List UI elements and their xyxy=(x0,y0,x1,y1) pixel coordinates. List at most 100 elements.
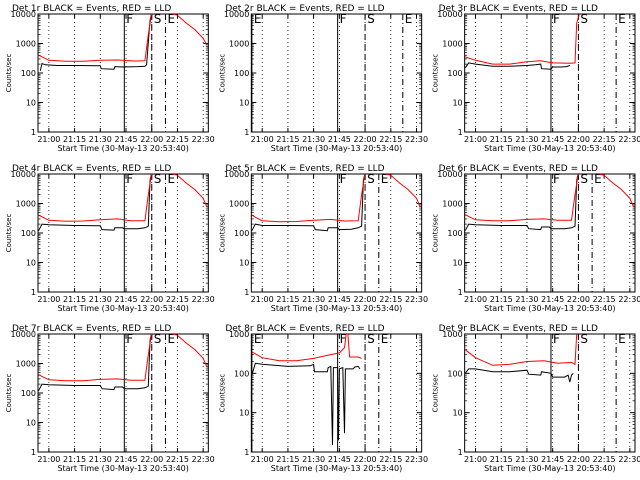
chart-3-ytick-label-4: 10000 xyxy=(437,10,462,19)
chart-6-ytick-label-2: 100 xyxy=(447,229,462,238)
chart-3-series-lld xyxy=(465,14,580,65)
chart-4-ytick-label-0: 1 xyxy=(31,288,36,297)
chart-2-ytick-label-3: 1000 xyxy=(229,40,249,49)
chart-5-marker-label-2: E xyxy=(381,172,389,186)
chart-2-xtick-label-1: 21:15 xyxy=(276,135,299,144)
chart-1-series-lld xyxy=(38,14,208,62)
chart-8-frame xyxy=(250,333,423,453)
chart-6-ytick-label-4: 10000 xyxy=(437,170,462,179)
chart-2-xlabel: Start Time (30-May-13 20:53:40) xyxy=(271,144,402,153)
chart-5-title: Det 5r BLACK = Events, RED = LLD xyxy=(225,164,384,174)
chart-3-ytick-label-1: 10 xyxy=(452,99,462,108)
chart-7-ylabel: Counts/sec xyxy=(5,374,13,413)
chart-9-xtick-label-4: 22:00 xyxy=(567,455,590,464)
chart-7-xtick-label-6: 22:30 xyxy=(192,455,215,464)
chart-2-ytick-label-2: 100 xyxy=(234,69,249,78)
chart-5-marker-label-1: S xyxy=(367,172,375,186)
chart-2-xtick-label-0: 21:00 xyxy=(251,135,274,144)
chart-6-xtick-label-0: 21:00 xyxy=(464,295,487,304)
chart-3-frame xyxy=(464,13,636,133)
chart-3-title: Det 3r BLACK = Events, RED = LLD xyxy=(439,4,598,14)
chart-6-ytick-label-3: 1000 xyxy=(442,200,462,209)
chart-9-series-lld xyxy=(464,334,578,366)
chart-8-marker-label-0: E xyxy=(254,332,262,346)
chart-1-xtick-label-3: 21:45 xyxy=(114,135,137,144)
chart-1-xtick-label-4: 22:00 xyxy=(140,135,163,144)
chart-3-marker-label-1: S xyxy=(580,12,588,26)
chart-2-marker-label-3: E xyxy=(405,12,413,26)
chart-7-series-lld xyxy=(38,334,208,382)
chart-8-xtick-label-5: 22:15 xyxy=(379,455,402,464)
chart-1-ytick-label-4: 10000 xyxy=(11,10,36,19)
chart-3-ylabel: Counts/sec xyxy=(432,54,440,93)
chart-6-xtick-label-4: 22:00 xyxy=(567,295,590,304)
chart-4-ytick-label-2: 100 xyxy=(21,229,36,238)
chart-5-xtick-label-4: 22:00 xyxy=(354,295,377,304)
chart-6-xtick-label-3: 21:45 xyxy=(541,295,564,304)
chart-3-ytick-label-2: 100 xyxy=(447,69,462,78)
chart-3-ytick-label-3: 1000 xyxy=(442,40,462,49)
chart-6-ytick-label-0: 1 xyxy=(458,288,463,297)
chart-3-xtick-label-3: 21:45 xyxy=(541,135,564,144)
chart-3-ytick-label-0: 1 xyxy=(458,128,463,137)
chart-1-title: Det 1r BLACK = Events, RED = LLD xyxy=(12,4,171,14)
chart-9-xtick-label-5: 22:15 xyxy=(593,455,616,464)
chart-7-xtick-label-2: 21:30 xyxy=(89,455,112,464)
chart-9-ylabel: Counts/sec xyxy=(432,374,440,413)
chart-9-xtick-label-0: 21:00 xyxy=(464,455,487,464)
chart-4-xtick-label-2: 21:30 xyxy=(89,295,112,304)
chart-7-xtick-label-1: 21:15 xyxy=(63,455,86,464)
chart-8-ylabel: Counts/sec xyxy=(218,374,226,413)
chart-3-marker-label-0: F xyxy=(553,12,560,26)
chart-8-marker-label-3: E xyxy=(381,332,389,346)
chart-3-xtick-label-0: 21:00 xyxy=(464,135,487,144)
chart-9-ytick-label-2: 100 xyxy=(447,369,462,378)
chart-7-ytick-label-4: 10000 xyxy=(11,330,36,339)
chart-2-ytick-label-0: 1 xyxy=(244,128,249,137)
chart-5-xlabel: Start Time (30-May-13 20:53:40) xyxy=(271,304,402,313)
chart-8-xtick-label-0: 21:00 xyxy=(251,455,274,464)
chart-9-ytick-label-1: 10 xyxy=(452,409,462,418)
chart-4-marker-label-2: E xyxy=(167,172,175,186)
chart-8-ytick-label-3: 1000 xyxy=(229,330,249,339)
chart-1-marker-label-2: E xyxy=(167,12,175,26)
chart-8-ytick-label-1: 10 xyxy=(239,409,249,418)
chart-3-xtick-label-6: 22:30 xyxy=(618,135,640,144)
chart-1-xtick-label-5: 22:15 xyxy=(166,135,189,144)
chart-8-xtick-label-6: 22:30 xyxy=(405,455,428,464)
chart-5-xtick-label-1: 21:15 xyxy=(276,295,299,304)
chart-9-title: Det 9r BLACK = Events, RED = LLD xyxy=(439,324,598,334)
chart-5-ytick-label-2: 100 xyxy=(234,229,249,238)
chart-9-marker-label-0: F xyxy=(553,332,560,346)
chart-8-ytick-label-0: 1 xyxy=(244,448,249,457)
chart-3-series-events xyxy=(464,62,570,70)
chart-2-marker-label-0: E xyxy=(254,12,262,26)
chart-7-xtick-label-4: 22:00 xyxy=(140,455,163,464)
chart-2-frame xyxy=(250,13,423,133)
chart-8-xtick-label-4: 22:00 xyxy=(354,455,377,464)
chart-7-series-events xyxy=(38,334,152,391)
chart-9-xtick-label-2: 21:30 xyxy=(515,455,538,464)
chart-2-xtick-label-5: 22:15 xyxy=(379,135,402,144)
chart-6-marker-label-2: E xyxy=(594,172,602,186)
chart-7-xlabel: Start Time (30-May-13 20:53:40) xyxy=(57,464,188,473)
chart-6-frame xyxy=(464,173,636,293)
chart-4-ytick-label-4: 10000 xyxy=(11,170,36,179)
chart-3-xtick-label-2: 21:30 xyxy=(515,135,538,144)
chart-4-marker-label-0: F xyxy=(126,172,133,186)
chart-5-ytick-label-4: 10000 xyxy=(224,170,249,179)
chart-6-ytick-label-1: 10 xyxy=(452,259,462,268)
chart-1-xlabel: Start Time (30-May-13 20:53:40) xyxy=(57,144,188,153)
chart-6-xtick-label-2: 21:30 xyxy=(515,295,538,304)
chart-4-ylabel: Counts/sec xyxy=(5,214,13,253)
chart-5-ytick-label-1: 10 xyxy=(239,259,249,268)
chart-4-xlabel: Start Time (30-May-13 20:53:40) xyxy=(57,304,188,313)
chart-1-marker-label-0: F xyxy=(126,12,133,26)
chart-4-xtick-label-6: 22:30 xyxy=(192,295,215,304)
chart-9-frame xyxy=(464,333,636,453)
chart-7-ytick-label-2: 100 xyxy=(21,389,36,398)
chart-1-xtick-label-0: 21:00 xyxy=(37,135,60,144)
chart-1-xtick-label-6: 22:30 xyxy=(192,135,215,144)
